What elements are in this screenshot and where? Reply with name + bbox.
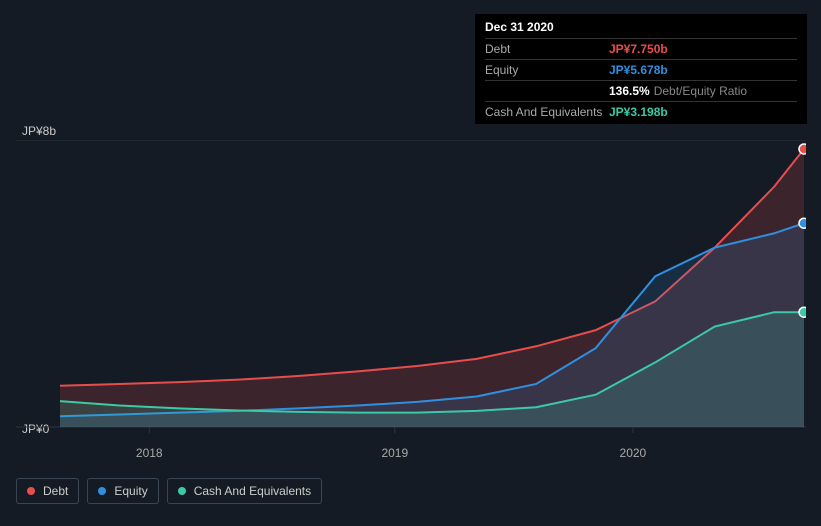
chart-end-marker [799,218,806,228]
x-axis-tick: 2020 [620,446,647,460]
tooltip-row-value: JP¥5.678b [609,63,668,77]
chart-tooltip: Dec 31 2020 DebtJP¥7.750bEquityJP¥5.678b… [475,14,807,124]
tooltip-row-label: Equity [485,63,609,77]
tooltip-row: Cash And EquivalentsJP¥3.198b [485,101,797,122]
chart-end-marker [799,307,806,317]
legend-dot-icon [27,487,35,495]
legend-item-cash-and-equivalents[interactable]: Cash And Equivalents [167,478,322,504]
tooltip-row: EquityJP¥5.678b [485,59,797,80]
tooltip-date: Dec 31 2020 [485,20,797,38]
legend-label: Equity [114,484,147,498]
chart-legend: Debt Equity Cash And Equivalents [16,478,322,504]
tooltip-row-extra: Debt/Equity Ratio [654,84,747,98]
x-axis-tick: 2019 [381,446,408,460]
tooltip-row: DebtJP¥7.750b [485,38,797,59]
tooltip-row-value: JP¥7.750b [609,42,668,56]
tooltip-row: 136.5% Debt/Equity Ratio [485,80,797,101]
financial-chart[interactable] [16,140,806,440]
legend-item-equity[interactable]: Equity [87,478,158,504]
tooltip-row-value: 136.5% [609,84,650,98]
tooltip-row-label: Cash And Equivalents [485,105,609,119]
tooltip-row-label: Debt [485,42,609,56]
x-axis-tick: 2018 [136,446,163,460]
legend-item-debt[interactable]: Debt [16,478,79,504]
y-axis-label-max: JP¥8b [22,124,56,138]
chart-end-marker [799,144,806,154]
legend-dot-icon [178,487,186,495]
legend-label: Debt [43,484,68,498]
legend-dot-icon [98,487,106,495]
tooltip-row-value: JP¥3.198b [609,105,668,119]
legend-label: Cash And Equivalents [194,484,311,498]
